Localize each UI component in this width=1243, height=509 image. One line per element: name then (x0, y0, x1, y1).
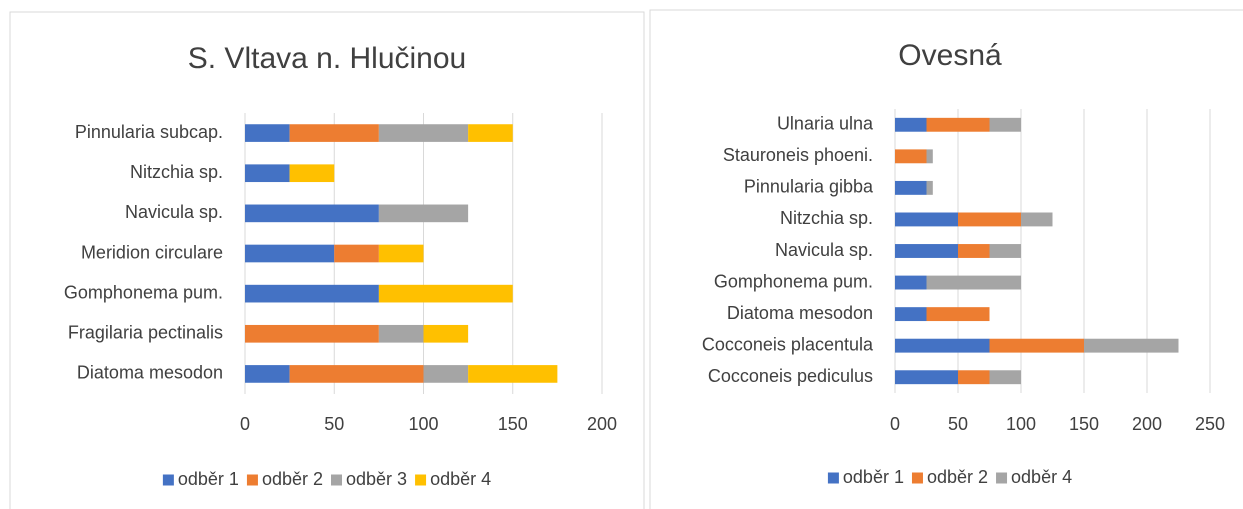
legend-label: odběr 1 (178, 469, 239, 489)
bar-segment (895, 117, 927, 132)
chart-title: S. Vltava n. Hlučinou (188, 42, 466, 75)
bar-segment (989, 370, 1021, 385)
bar-segment (289, 164, 335, 183)
category-label: Pinnularia gibba (744, 177, 874, 197)
bar-segment (378, 284, 513, 303)
bar-segment (926, 275, 1021, 290)
category-label: Diatoma mesodon (77, 363, 223, 383)
legend-swatch (246, 474, 258, 486)
bar-segment (334, 244, 379, 263)
bar-segment (245, 284, 379, 303)
bar-segment (989, 117, 1021, 132)
category-label: Meridion circulare (81, 242, 223, 262)
bar-segment (895, 212, 958, 227)
category-label: Fragilaria pectinalis (68, 323, 223, 343)
category-label: Navicula sp. (125, 202, 223, 222)
bar-segment (895, 370, 958, 385)
bar-segment (989, 244, 1021, 258)
x-tick-label: 100 (408, 414, 438, 434)
x-tick-label: 50 (948, 414, 968, 434)
bar-segment (245, 365, 290, 383)
bar-segment (245, 204, 379, 223)
category-label: Nitzchia sp. (130, 162, 223, 182)
bar-segment (895, 244, 958, 258)
bar-segment (378, 124, 469, 142)
bar-segment (423, 324, 469, 343)
category-label: Navicula sp. (775, 240, 873, 260)
x-tick-label: 150 (498, 414, 528, 434)
category-label: Gomphonema pum. (64, 282, 223, 302)
legend-label: odběr 2 (262, 469, 323, 489)
chart-title: Ovesná (898, 39, 1002, 72)
bar-segment (926, 180, 933, 195)
legend-swatch (911, 472, 923, 484)
bar-segment (989, 338, 1084, 353)
panel (649, 9, 1243, 509)
legend-swatch (415, 474, 427, 486)
bar-segment (245, 244, 335, 263)
bar-segment (895, 180, 927, 195)
bar-segment (289, 124, 379, 142)
category-label: Gomphonema pum. (714, 271, 873, 291)
legend-swatch (331, 474, 342, 486)
category-label: Nitzchia sp. (780, 208, 873, 228)
bar-segment (1084, 338, 1179, 353)
bar-segment (895, 275, 927, 290)
category-label: Ulnaria ulna (777, 114, 874, 134)
bar-segment (245, 324, 379, 343)
bar-segment (378, 204, 469, 223)
category-label: Diatoma mesodon (727, 303, 873, 323)
legend-label: odběr 4 (1011, 467, 1072, 487)
bar-segment (378, 324, 424, 343)
bar-segment (958, 212, 1021, 227)
bar-segment (958, 370, 990, 385)
bar-segment (1021, 212, 1053, 227)
bar-segment (468, 124, 513, 142)
x-tick-label: 0 (890, 414, 900, 434)
legend-label: odběr 3 (346, 469, 407, 489)
bar-segment (895, 307, 927, 322)
legend-label: odběr 2 (927, 467, 988, 487)
category-label: Pinnularia subcap. (75, 122, 223, 142)
category-label: Cocconeis pediculus (708, 366, 873, 386)
category-label: Cocconeis placentula (702, 334, 874, 354)
bar-segment (245, 164, 290, 183)
x-tick-label: 200 (587, 414, 617, 434)
x-tick-label: 250 (1195, 414, 1225, 434)
bar-segment (926, 149, 933, 164)
bar-segment (926, 117, 990, 132)
bar-segment (423, 365, 469, 383)
category-label: Stauroneis phoeni. (723, 145, 873, 165)
bar-segment (468, 365, 558, 383)
legend-swatch (162, 474, 174, 486)
bar-segment (895, 338, 990, 353)
bar-segment (289, 365, 424, 383)
x-tick-label: 50 (324, 414, 344, 434)
bar-segment (245, 124, 290, 142)
x-tick-label: 150 (1069, 414, 1099, 434)
legend-swatch (827, 472, 839, 484)
x-tick-label: 100 (1006, 414, 1036, 434)
legend-label: odběr 1 (843, 467, 904, 487)
bar-segment (895, 149, 927, 164)
legend-label: odběr 4 (430, 469, 491, 489)
bar-segment (958, 244, 990, 258)
bar-segment (926, 307, 990, 322)
legend-swatch (996, 472, 1008, 484)
bar-segment (378, 244, 424, 263)
x-tick-label: 0 (240, 414, 250, 434)
x-tick-label: 200 (1132, 414, 1162, 434)
